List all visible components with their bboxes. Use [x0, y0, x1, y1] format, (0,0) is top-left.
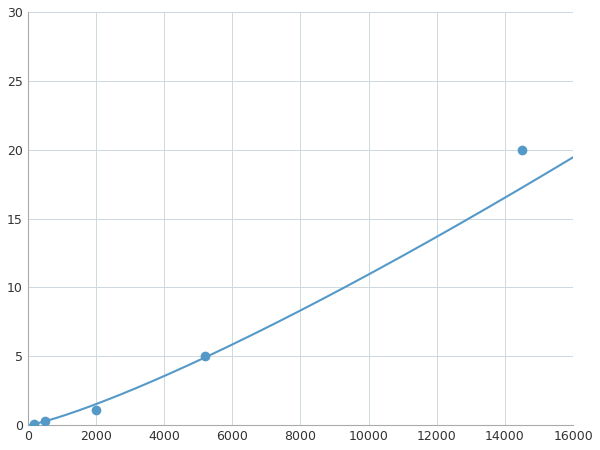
Point — [40, 418, 50, 425]
Point — [91, 406, 101, 414]
Point — [200, 353, 210, 360]
Point — [517, 146, 527, 153]
Point — [29, 420, 39, 427]
